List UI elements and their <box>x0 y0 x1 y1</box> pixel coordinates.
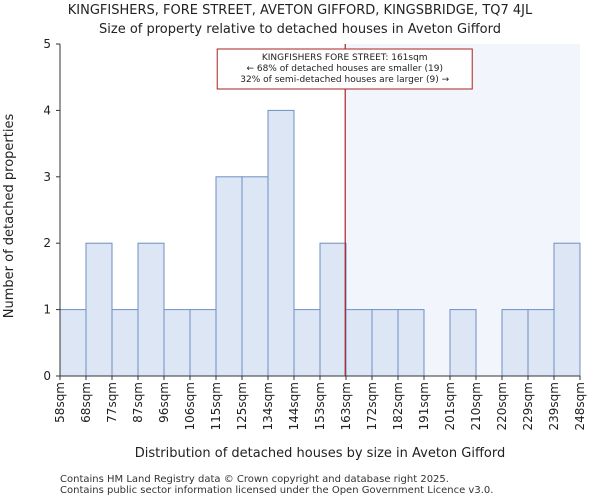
x-tick-label-163sqm: 163sqm <box>339 382 353 430</box>
x-tick-label-220sqm: 220sqm <box>495 382 509 430</box>
x-axis-label: Distribution of detached houses by size … <box>135 446 505 461</box>
x-tick-label-172sqm: 172sqm <box>365 382 379 430</box>
bar-125sqm <box>241 176 269 377</box>
bar-58sqm <box>59 309 87 377</box>
bar-163sqm <box>345 309 373 377</box>
x-tick-label-248sqm: 248sqm <box>573 382 587 430</box>
bar-172sqm <box>371 309 399 377</box>
bar-115sqm <box>215 176 243 377</box>
bar-134sqm <box>267 109 295 377</box>
bar-201sqm <box>449 309 477 377</box>
y-axis-label: Number of detached properties <box>2 114 17 319</box>
x-tick-label-77sqm: 77sqm <box>105 382 119 423</box>
footer-line-2: Contains public sector information licen… <box>60 485 494 496</box>
y-tick-label: 5 <box>43 37 51 51</box>
x-tick-label-239sqm: 239sqm <box>547 382 561 430</box>
footer-line-1: Contains HM Land Registry data © Crown c… <box>60 474 449 485</box>
bar-68sqm <box>85 242 113 377</box>
x-tick-label-210sqm: 210sqm <box>469 382 483 430</box>
bar-144sqm <box>293 309 321 377</box>
x-tick-label-201sqm: 201sqm <box>443 382 457 430</box>
bar-96sqm <box>163 309 191 377</box>
x-tick-label-96sqm: 96sqm <box>157 382 171 423</box>
x-tick-label-153sqm: 153sqm <box>313 382 327 430</box>
y-tick-label: 4 <box>43 103 51 117</box>
x-tick-label-144sqm: 144sqm <box>287 382 301 430</box>
chart-title: KINGFISHERS, FORE STREET, AVETON GIFFORD… <box>68 3 533 18</box>
x-tick-label-115sqm: 115sqm <box>209 382 223 430</box>
y-tick-label: 0 <box>43 369 51 383</box>
bar-87sqm <box>137 242 165 377</box>
x-tick-label-106sqm: 106sqm <box>183 382 197 430</box>
bar-239sqm <box>553 242 581 377</box>
bar-229sqm <box>527 309 555 377</box>
x-tick-label-125sqm: 125sqm <box>235 382 249 430</box>
bar-220sqm <box>501 309 529 377</box>
bar-77sqm <box>111 309 139 377</box>
y-tick-label: 2 <box>43 236 51 250</box>
annotation-line-1: KINGFISHERS FORE STREET: 161sqm <box>262 53 428 63</box>
x-tick-label-58sqm: 58sqm <box>53 382 67 423</box>
annotation-line-3: 32% of semi-detached houses are larger (… <box>240 75 449 85</box>
x-tick-label-182sqm: 182sqm <box>391 382 405 430</box>
annotation-border <box>216 48 473 90</box>
annotation-box: KINGFISHERS FORE STREET: 161sqm ← 68% of… <box>216 48 473 90</box>
bar-106sqm <box>189 309 217 377</box>
x-tick-label-68sqm: 68sqm <box>79 382 93 423</box>
annotation-line-2: ← 68% of detached houses are smaller (19… <box>246 64 443 74</box>
x-tick-label-134sqm: 134sqm <box>261 382 275 430</box>
y-tick-label: 1 <box>43 303 51 317</box>
x-tick-label-87sqm: 87sqm <box>131 382 145 423</box>
x-tick-label-191sqm: 191sqm <box>417 382 431 430</box>
y-tick-label: 3 <box>43 170 51 184</box>
bar-182sqm <box>397 309 425 377</box>
x-tick-label-229sqm: 229sqm <box>521 382 535 430</box>
chart-subtitle: Size of property relative to detached ho… <box>99 22 501 37</box>
bar-153sqm <box>319 242 347 377</box>
